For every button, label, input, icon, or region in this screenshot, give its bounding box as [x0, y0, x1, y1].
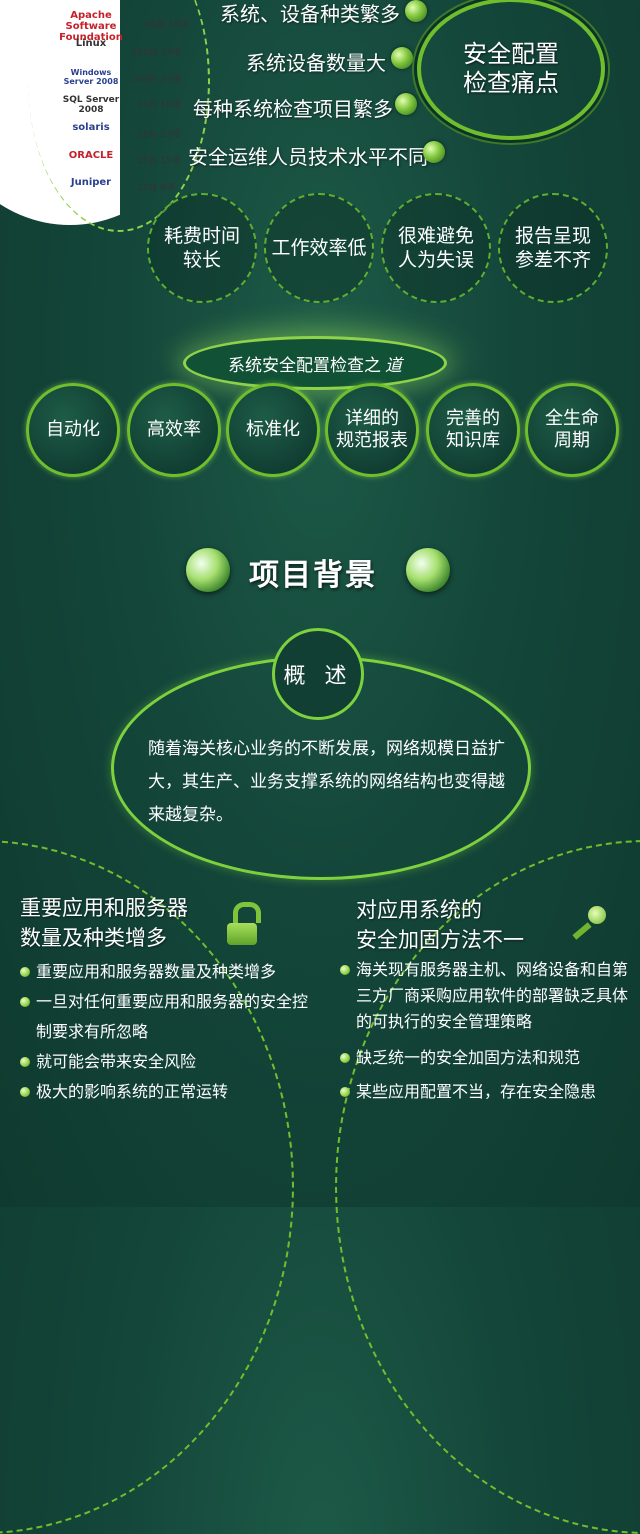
leaf-icon	[423, 141, 445, 163]
key-icon	[572, 906, 608, 942]
feature-automation: 自动化	[26, 383, 120, 477]
overview-text: 随着海关核心业务的不断发展，网络规模日益扩大，其生产、业务支撑系统的网络结构也变…	[148, 739, 505, 825]
feature-standardization: 标准化	[226, 383, 320, 477]
list-item: 一旦对任何重要应用和服务器的安全控制要求有所忽略	[20, 987, 310, 1047]
feature-efficiency: 高效率	[127, 383, 221, 477]
feature-3-label: 标准化	[246, 419, 300, 440]
problem-3-line1: 很难避免	[397, 225, 474, 247]
feature-6-line1: 全生命	[545, 408, 599, 429]
leaf-icon	[186, 548, 230, 592]
feature-5-line2: 知识库	[446, 430, 500, 451]
section-title: 项目背景	[249, 558, 377, 593]
problem-1-line2: 较长	[182, 249, 221, 271]
list-item: 缺乏统一的安全加固方法和规范	[340, 1043, 630, 1073]
feature-4-line2: 规范报表	[336, 430, 408, 451]
problem-circle-3: 很难避免 人为失误	[381, 193, 491, 303]
solaris-logo: solaris	[72, 122, 110, 133]
problem-1-line1: 耗费时间	[163, 225, 240, 247]
list-item: 极大的影响系统的正常运转	[20, 1077, 310, 1107]
pain-item-3: 每种系统检查项目繁多	[193, 97, 393, 121]
problem-2-line1: 工作效率低	[271, 237, 367, 259]
lock-icon	[227, 902, 261, 945]
stat-solaris: 18台 23项	[137, 130, 181, 140]
feature-4-line1: 详细的	[345, 408, 399, 429]
linux-logo: Linux	[75, 38, 107, 49]
pain-title-line2: 检查痛点	[463, 69, 559, 97]
left-title-line2: 数量及种类增多	[20, 926, 167, 950]
right-bullet-list: 海关现有服务器主机、网络设备和自第三方厂商采购应用软件的部署缺乏具体的可执行的安…	[340, 957, 630, 1107]
problem-circle-1: 耗费时间 较长	[147, 193, 257, 303]
list-item: 某些应用配置不当，存在安全隐患	[340, 1077, 630, 1107]
tao-char: 道	[385, 355, 402, 376]
list-item: 重要应用和服务器数量及种类增多	[20, 957, 310, 987]
problem-4-line2: 参差不齐	[514, 249, 591, 271]
stat-sqlserver: 15台 16项	[137, 100, 181, 110]
juniper-logo: Juniper	[70, 177, 112, 188]
left-title-line1: 重要应用和服务器	[20, 896, 188, 920]
problem-circle-4: 报告呈现 参差不齐	[498, 193, 608, 303]
feature-lifecycle: 全生命 周期	[525, 383, 619, 477]
feature-reports: 详细的 规范报表	[325, 383, 419, 477]
pain-points-title-circle: 安全配置 检查痛点	[417, 0, 605, 140]
feature-5-line1: 完善的	[446, 408, 500, 429]
tao-label: 系统安全配置检查之	[228, 355, 381, 376]
feature-1-label: 自动化	[46, 419, 100, 440]
stat-linux: 200台 24项	[132, 48, 182, 58]
left-bullet-list: 重要应用和服务器数量及种类增多 一旦对任何重要应用和服务器的安全控制要求有所忽略…	[20, 957, 310, 1107]
pain-item-1: 系统、设备种类繁多	[220, 2, 400, 26]
sql-server-logo: SQL Server 2008	[62, 95, 120, 115]
right-col-title: 对应用系统的 安全加固方法不一	[356, 895, 524, 955]
leaf-icon	[405, 0, 427, 22]
list-item: 海关现有服务器主机、网络设备和自第三方厂商采购应用软件的部署缺乏具体的可执行的安…	[340, 957, 630, 1035]
leaf-icon	[406, 548, 450, 592]
leaf-icon	[391, 47, 413, 69]
problem-4-line1: 报告呈现	[514, 225, 591, 247]
windows-server-logo: Windows Server 2008	[63, 68, 119, 86]
problem-3-line2: 人为失误	[397, 249, 474, 271]
pain-item-4: 安全运维人员技术水平不同	[188, 145, 428, 169]
stat-windows: 500台 59项	[132, 75, 182, 85]
leaf-icon	[395, 93, 417, 115]
feature-6-line2: 周期	[554, 430, 590, 451]
right-title-line1: 对应用系统的	[356, 898, 482, 922]
feature-knowledge-base: 完善的 知识库	[426, 383, 520, 477]
right-title-line2: 安全加固方法不一	[356, 928, 524, 952]
pain-title-line1: 安全配置	[463, 40, 559, 68]
pain-item-2: 系统设备数量大	[246, 51, 386, 75]
apache-logo: Apache Software Foundation	[59, 10, 123, 43]
oracle-logo: ORACLE	[68, 150, 114, 161]
stat-apache: 95款 18项	[145, 20, 189, 30]
stat-oracle: 25台 15项	[137, 156, 181, 166]
overview-label: 概 述	[272, 628, 364, 720]
feature-2-label: 高效率	[147, 419, 201, 440]
stat-juniper: 12台 8项	[137, 183, 176, 193]
left-col-title: 重要应用和服务器 数量及种类增多	[20, 893, 188, 953]
tao-banner: 系统安全配置检查之 道	[183, 336, 447, 390]
problem-circle-2: 工作效率低	[264, 193, 374, 303]
list-item: 就可能会带来安全风险	[20, 1047, 310, 1077]
